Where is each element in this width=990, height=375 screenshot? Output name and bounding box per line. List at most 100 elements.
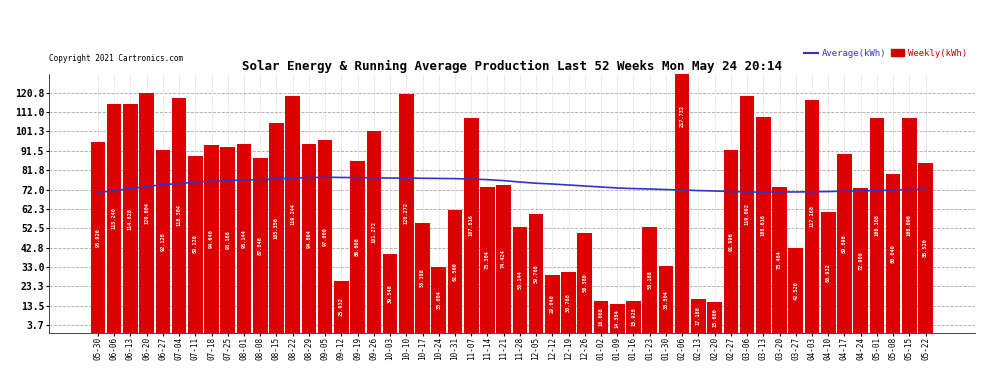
Bar bbox=[366, 131, 381, 333]
Bar bbox=[838, 154, 851, 333]
Text: 108.108: 108.108 bbox=[874, 214, 879, 236]
Text: 107.816: 107.816 bbox=[468, 214, 473, 237]
Text: 30.768: 30.768 bbox=[566, 293, 571, 312]
Bar bbox=[529, 214, 544, 333]
Bar bbox=[594, 301, 608, 333]
Text: 17.180: 17.180 bbox=[696, 306, 701, 325]
Text: 93.168: 93.168 bbox=[226, 231, 231, 249]
Bar bbox=[561, 272, 576, 333]
Bar bbox=[415, 223, 430, 333]
Text: 50.380: 50.380 bbox=[582, 273, 587, 292]
Bar bbox=[691, 298, 706, 333]
Bar bbox=[902, 118, 917, 333]
Bar bbox=[658, 266, 673, 333]
Bar bbox=[447, 210, 462, 333]
Text: 97.000: 97.000 bbox=[323, 227, 328, 246]
Text: 59.768: 59.768 bbox=[534, 264, 539, 283]
Bar bbox=[237, 144, 251, 333]
Bar bbox=[740, 96, 754, 333]
Bar bbox=[545, 275, 559, 333]
Text: 119.092: 119.092 bbox=[744, 203, 749, 225]
Bar bbox=[334, 281, 348, 333]
Text: 89.120: 89.120 bbox=[193, 235, 198, 254]
Bar bbox=[383, 254, 397, 333]
Bar bbox=[805, 100, 820, 333]
Text: 95.920: 95.920 bbox=[95, 228, 100, 247]
Text: 86.608: 86.608 bbox=[355, 237, 360, 256]
Text: 119.244: 119.244 bbox=[290, 203, 295, 225]
Bar bbox=[772, 187, 787, 333]
Text: 39.548: 39.548 bbox=[387, 284, 393, 303]
Text: 85.520: 85.520 bbox=[923, 238, 928, 257]
Text: 73.304: 73.304 bbox=[485, 251, 490, 269]
Text: 80.040: 80.040 bbox=[891, 244, 896, 262]
Bar bbox=[707, 302, 722, 333]
Text: 94.640: 94.640 bbox=[209, 229, 214, 248]
Text: 15.600: 15.600 bbox=[712, 308, 717, 327]
Bar bbox=[821, 211, 836, 333]
Text: 60.932: 60.932 bbox=[826, 263, 831, 282]
Text: 105.356: 105.356 bbox=[274, 217, 279, 239]
Text: 117.168: 117.168 bbox=[810, 205, 815, 227]
Text: 14.384: 14.384 bbox=[615, 309, 620, 328]
Text: 92.128: 92.128 bbox=[160, 232, 165, 251]
Text: 15.928: 15.928 bbox=[631, 308, 636, 326]
Bar bbox=[221, 147, 235, 333]
Text: 94.864: 94.864 bbox=[307, 229, 312, 248]
Text: 118.304: 118.304 bbox=[176, 204, 181, 226]
Text: 53.168: 53.168 bbox=[647, 270, 652, 289]
Bar bbox=[577, 232, 592, 333]
Bar bbox=[610, 304, 625, 333]
Text: 115.240: 115.240 bbox=[112, 207, 117, 229]
Text: 120.804: 120.804 bbox=[145, 202, 149, 223]
Text: 89.896: 89.896 bbox=[842, 234, 847, 253]
Bar bbox=[464, 118, 478, 333]
Text: 108.616: 108.616 bbox=[760, 214, 766, 236]
Text: 72.908: 72.908 bbox=[858, 251, 863, 270]
Text: 42.520: 42.520 bbox=[793, 281, 798, 300]
Text: 33.504: 33.504 bbox=[663, 290, 668, 309]
Text: 120.272: 120.272 bbox=[404, 202, 409, 224]
Bar bbox=[399, 94, 414, 333]
Bar bbox=[869, 118, 884, 333]
Bar bbox=[627, 301, 641, 333]
Bar bbox=[204, 145, 219, 333]
Text: 74.424: 74.424 bbox=[501, 249, 506, 268]
Bar bbox=[107, 104, 122, 333]
Text: 101.272: 101.272 bbox=[371, 221, 376, 243]
Text: 61.560: 61.560 bbox=[452, 262, 457, 281]
Bar bbox=[496, 185, 511, 333]
Bar bbox=[285, 96, 300, 333]
Text: 114.828: 114.828 bbox=[128, 208, 133, 230]
Bar bbox=[302, 144, 316, 333]
Bar bbox=[188, 156, 203, 333]
Bar bbox=[140, 93, 153, 333]
Bar bbox=[675, 0, 689, 333]
Bar bbox=[350, 160, 365, 333]
Bar bbox=[853, 188, 868, 333]
Text: 53.144: 53.144 bbox=[518, 270, 523, 289]
Text: 16.068: 16.068 bbox=[599, 308, 604, 326]
Bar bbox=[91, 142, 105, 333]
Bar bbox=[513, 227, 528, 333]
Bar bbox=[172, 98, 186, 333]
Legend: Average(kWh), Weekly(kWh): Average(kWh), Weekly(kWh) bbox=[801, 45, 970, 62]
Text: 87.840: 87.840 bbox=[257, 236, 262, 255]
Bar bbox=[643, 227, 657, 333]
Text: 91.996: 91.996 bbox=[729, 232, 734, 251]
Title: Solar Energy & Running Average Production Last 52 Weeks Mon May 24 20:14: Solar Energy & Running Average Productio… bbox=[242, 60, 782, 73]
Bar bbox=[123, 104, 138, 333]
Text: Copyright 2021 Cartronics.com: Copyright 2021 Cartronics.com bbox=[49, 54, 183, 63]
Bar bbox=[432, 267, 446, 333]
Bar bbox=[724, 150, 739, 333]
Text: 55.388: 55.388 bbox=[420, 268, 425, 287]
Bar bbox=[919, 163, 933, 333]
Text: 108.096: 108.096 bbox=[907, 214, 912, 236]
Text: 73.464: 73.464 bbox=[777, 250, 782, 269]
Bar bbox=[480, 187, 495, 333]
Text: 33.004: 33.004 bbox=[437, 291, 442, 309]
Bar bbox=[756, 117, 770, 333]
Text: 29.048: 29.048 bbox=[549, 294, 554, 313]
Bar bbox=[886, 174, 901, 333]
Bar bbox=[252, 158, 267, 333]
